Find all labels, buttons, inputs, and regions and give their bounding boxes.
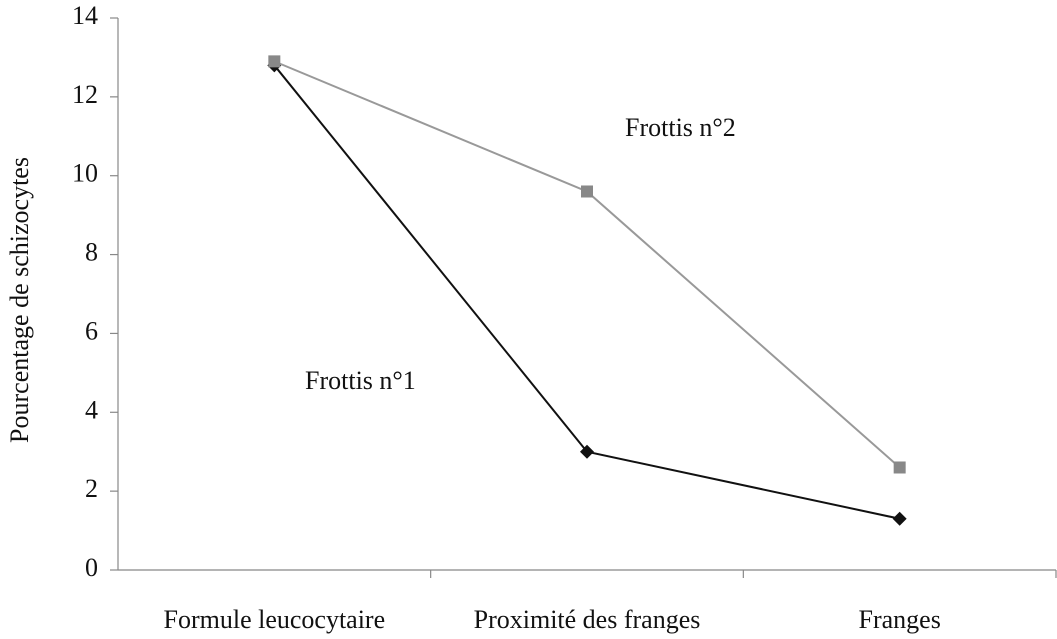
y-tick-label: 10 [72, 159, 98, 188]
point [580, 444, 594, 459]
point [893, 461, 906, 474]
x-tick-label: Proximité des franges [474, 605, 701, 634]
point [268, 55, 281, 68]
y-axis-label: Pourcentage de schizocytes [5, 157, 34, 443]
y-tick-label: 8 [85, 238, 98, 267]
point [892, 511, 907, 526]
y-tick-label: 6 [85, 316, 98, 345]
x-tick-label: Formule leucocytaire [164, 605, 386, 634]
series-label: Frottis n°1 [305, 366, 416, 395]
y-tick-label: 12 [72, 80, 98, 109]
series-line [273, 60, 901, 469]
x-tick-label: Franges [859, 605, 941, 634]
y-tick-label: 2 [85, 474, 98, 503]
point [581, 185, 593, 198]
y-tick-label: 14 [72, 1, 98, 30]
y-tick-label: 0 [85, 553, 98, 582]
series-label: Frottis n°2 [625, 113, 736, 142]
y-tick-label: 4 [85, 395, 98, 424]
